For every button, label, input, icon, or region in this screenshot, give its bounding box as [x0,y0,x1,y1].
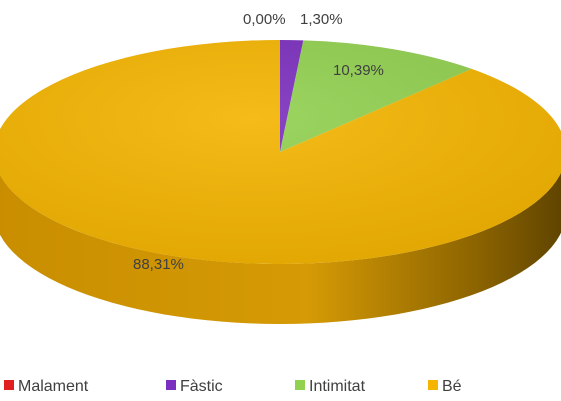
legend-label-malament: Malament [18,378,89,395]
legend-item-malament: Malament [4,378,89,395]
pie-side-be [0,172,561,324]
data-label-intimitat: 10,39% [333,62,384,79]
data-label-be: 88,31% [133,256,184,273]
legend-label-intimitat: Intimitat [309,378,366,395]
legend-swatch-intimitat [295,380,305,390]
legend-swatch-malament [4,380,14,390]
pie-top-face [0,39,561,264]
legend-item-intimitat: Intimitat [295,378,366,395]
legend-swatch-be [428,380,438,390]
legend-item-be: Bé [428,378,462,395]
pie-side-wall [0,172,561,324]
slice-labels: 0,00% 1,30% 10,39% 88,31% [133,11,384,273]
legend: Malament Fàstic Intimitat Bé [4,378,462,395]
legend-swatch-fastic [166,380,176,390]
legend-label-be: Bé [442,378,462,395]
data-label-malament: 0,00% [243,11,286,28]
data-label-fastic: 1,30% [300,11,343,28]
legend-item-fastic: Fàstic [166,378,223,395]
legend-label-fastic: Fàstic [180,378,223,395]
